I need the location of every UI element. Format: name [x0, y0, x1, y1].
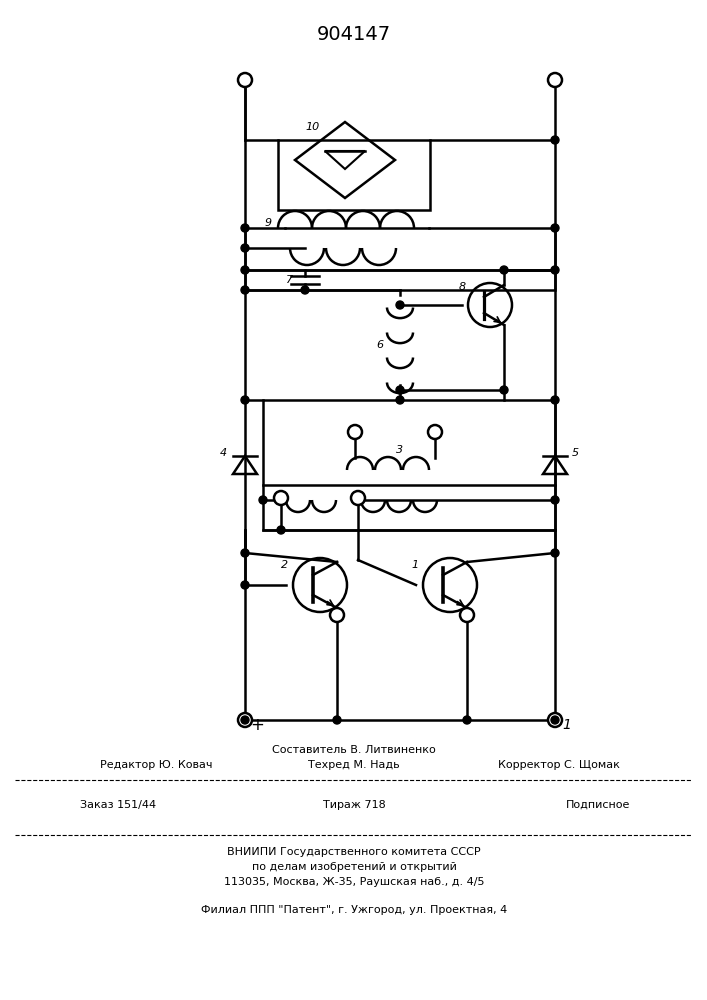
Circle shape [259, 496, 267, 504]
Circle shape [551, 266, 559, 274]
Text: +: + [250, 716, 264, 734]
Text: 3: 3 [397, 445, 404, 455]
Circle shape [241, 581, 249, 589]
Circle shape [551, 716, 559, 724]
Text: Корректор С. Щомак: Корректор С. Щомак [498, 760, 620, 770]
Text: 1: 1 [411, 560, 419, 570]
Text: 9: 9 [264, 218, 271, 228]
Circle shape [460, 608, 474, 622]
Circle shape [241, 244, 249, 252]
Text: 6: 6 [376, 340, 384, 350]
Circle shape [500, 266, 508, 274]
Text: 10: 10 [306, 122, 320, 132]
Circle shape [551, 549, 559, 557]
Circle shape [428, 425, 442, 439]
Circle shape [351, 491, 365, 505]
Text: Подписное: Подписное [566, 800, 630, 810]
Circle shape [241, 549, 249, 557]
Circle shape [348, 425, 362, 439]
Circle shape [241, 286, 249, 294]
Text: 5: 5 [571, 448, 578, 458]
Circle shape [274, 491, 288, 505]
Text: 2: 2 [281, 560, 288, 570]
Text: 4: 4 [219, 448, 226, 458]
Text: 1: 1 [563, 718, 571, 732]
Text: 113035, Москва, Ж-35, Раушская наб., д. 4/5: 113035, Москва, Ж-35, Раушская наб., д. … [223, 877, 484, 887]
Circle shape [277, 526, 285, 534]
Circle shape [241, 716, 249, 724]
Circle shape [330, 608, 344, 622]
Circle shape [551, 224, 559, 232]
Circle shape [463, 716, 471, 724]
Bar [245, 270, 555, 290]
Circle shape [238, 713, 252, 727]
Circle shape [548, 73, 562, 87]
Circle shape [500, 386, 508, 394]
Text: Составитель В. Литвиненко: Составитель В. Литвиненко [272, 745, 436, 755]
Text: по делам изобретений и открытий: по делам изобретений и открытий [252, 862, 457, 872]
Circle shape [241, 396, 249, 404]
Text: 904147: 904147 [317, 25, 391, 44]
Text: 7: 7 [286, 275, 293, 285]
Bar [263, 400, 555, 530]
Circle shape [551, 136, 559, 144]
Text: Филиал ППП "Патент", г. Ужгород, ул. Проектная, 4: Филиал ППП "Патент", г. Ужгород, ул. Про… [201, 905, 507, 915]
Circle shape [241, 224, 249, 232]
Circle shape [396, 396, 404, 404]
Circle shape [333, 716, 341, 724]
Text: Заказ 151/44: Заказ 151/44 [80, 800, 156, 810]
Text: ВНИИПИ Государственного комитета СССР: ВНИИПИ Государственного комитета СССР [227, 847, 481, 857]
Text: Техред М. Надь: Техред М. Надь [308, 760, 400, 770]
Circle shape [301, 286, 309, 294]
Text: 8: 8 [458, 282, 466, 292]
Circle shape [551, 396, 559, 404]
Bar [278, 140, 430, 210]
Circle shape [396, 301, 404, 309]
Circle shape [396, 386, 404, 394]
Circle shape [551, 496, 559, 504]
Text: Тираж 718: Тираж 718 [322, 800, 385, 810]
Circle shape [241, 266, 249, 274]
Text: Редактор Ю. Ковач: Редактор Ю. Ковач [100, 760, 213, 770]
Circle shape [238, 73, 252, 87]
Circle shape [548, 713, 562, 727]
